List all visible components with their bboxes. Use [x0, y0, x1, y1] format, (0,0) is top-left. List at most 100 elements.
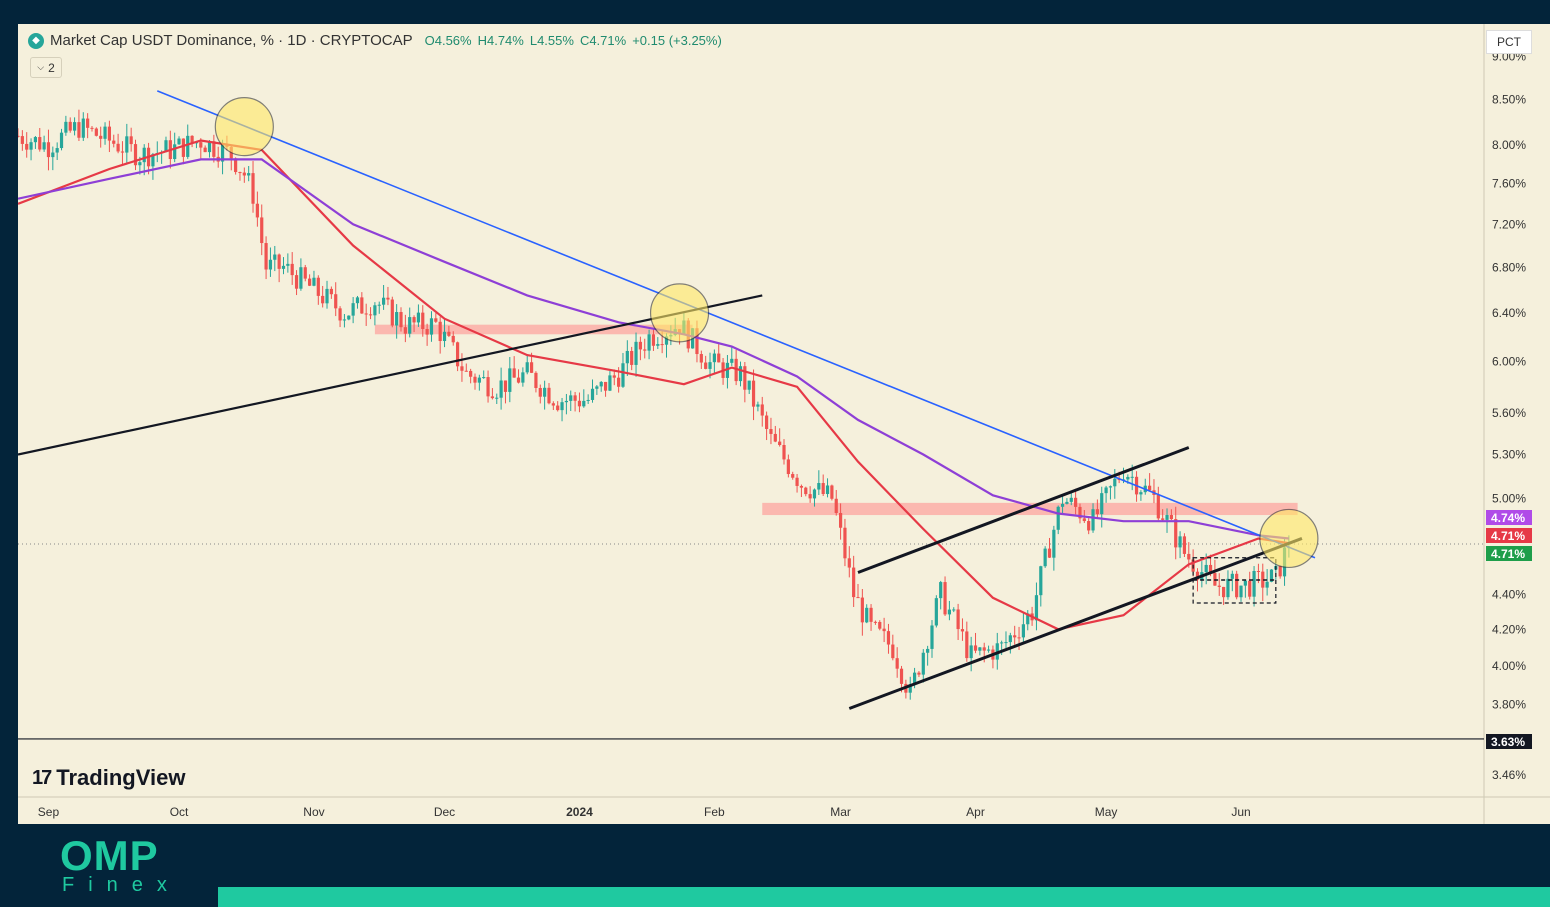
highlight-circle-3: [1259, 508, 1319, 569]
candle-body: [18, 135, 20, 137]
candle-body: [960, 629, 965, 632]
candle-body: [608, 375, 612, 391]
candle-body: [651, 334, 656, 346]
resistance-zone-1: [374, 324, 693, 335]
candle-body: [1100, 493, 1104, 515]
candle-body: [882, 628, 886, 632]
candle-body: [264, 243, 268, 270]
symbol-legend[interactable]: ◆ Market Cap USDT Dominance, % · 1D · CR…: [28, 32, 722, 49]
candle-body: [412, 317, 416, 323]
x-tick-label: Feb: [704, 805, 725, 819]
candle-body: [965, 631, 969, 659]
candle-body: [778, 441, 782, 446]
candle-body: [704, 362, 708, 369]
candle-body: [390, 299, 394, 326]
candle-body: [42, 142, 46, 150]
candle-body: [142, 147, 146, 163]
candle-body: [1047, 548, 1052, 558]
candle-body: [451, 335, 455, 343]
candle-body: [186, 135, 190, 157]
candle-body: [277, 254, 281, 269]
candle-body: [1126, 476, 1130, 480]
candle-body: [738, 366, 743, 382]
y-tick-label: 7.60%: [1492, 177, 1526, 191]
candle-body: [364, 313, 368, 315]
candle-body: [865, 607, 869, 623]
candle-body: [386, 297, 390, 300]
candle-body: [634, 341, 638, 365]
tradingview-logo[interactable]: 17 TradingView: [32, 765, 185, 791]
candle-body: [133, 144, 138, 166]
tether-icon: ◆: [28, 32, 44, 49]
candle-body: [273, 254, 277, 260]
candle-body: [656, 344, 660, 346]
candle-body: [499, 380, 503, 398]
candle-body: [730, 358, 734, 363]
candle-body: [856, 597, 860, 599]
candle-body: [769, 429, 773, 434]
candle-body: [725, 362, 730, 378]
y-tick-label: 8.00%: [1492, 138, 1526, 152]
x-tick-label: Oct: [170, 805, 189, 819]
candle-body: [760, 404, 764, 416]
candle-body: [64, 121, 68, 133]
candle-body: [377, 304, 381, 306]
candle-body: [551, 403, 555, 406]
candle-body: [843, 527, 847, 559]
candle-body: [312, 277, 316, 286]
candle-body: [852, 567, 856, 598]
candle-body: [873, 621, 878, 623]
candle-body: [590, 388, 595, 400]
candle-body: [1056, 506, 1060, 530]
y-tick-label: 5.30%: [1492, 448, 1526, 462]
candle-body: [77, 122, 81, 138]
legend-change: +0.15 (+3.25%): [632, 33, 722, 48]
candle-body: [1165, 515, 1169, 520]
candle-body: [99, 135, 103, 139]
candle-body: [1087, 521, 1091, 531]
candle-body: [120, 151, 125, 153]
candle-body: [638, 341, 642, 350]
candle-body: [1204, 564, 1208, 573]
y-tick-label: 6.40%: [1492, 306, 1526, 320]
candle-body: [464, 370, 468, 372]
chart-area[interactable]: 9.00% 8.50% 8.00% 7.60% 7.20% 6.80% 6.40% 6.00%…: [18, 24, 1550, 824]
candle-body: [1069, 497, 1073, 502]
candle-body: [408, 317, 412, 334]
candle-body: [617, 377, 621, 387]
candle-body: [1130, 476, 1134, 478]
candle-body: [582, 400, 586, 407]
candle-body: [334, 294, 338, 309]
candle-body: [1082, 518, 1086, 522]
candle-body: [212, 141, 216, 157]
price-badge-label: 4.74%: [1491, 511, 1525, 525]
candle-body: [403, 327, 407, 334]
candle-body: [316, 277, 320, 296]
fast-moving-average: [18, 139, 1290, 631]
candle-body: [1235, 573, 1239, 598]
legend-open: O4.56%: [424, 33, 472, 48]
candle-body: [751, 380, 756, 407]
candle-body: [1095, 509, 1099, 515]
candle-body: [1013, 635, 1017, 638]
candle-body: [1043, 548, 1047, 567]
candle-body: [577, 400, 582, 407]
candle-body: [934, 598, 938, 626]
candle-body: [303, 267, 307, 279]
descending-trendline: [156, 90, 1316, 559]
candle-body: [521, 372, 525, 383]
legend-low: L4.55%: [529, 33, 574, 48]
price-badge-label: 4.71%: [1491, 529, 1525, 543]
candle-body: [190, 135, 194, 144]
candle-body: [756, 404, 760, 407]
indicator-collapse-button[interactable]: ⌵ 2: [30, 57, 62, 78]
candle-body: [1034, 595, 1039, 621]
price-badge: [1486, 546, 1532, 561]
candle-body: [125, 136, 129, 153]
price-chart[interactable]: 9.00%8.50%8.00%7.60%7.20%6.80%6.40%6.00%…: [18, 24, 1550, 824]
candle-body: [930, 625, 934, 649]
candle-body: [516, 377, 521, 383]
scale-mode-button[interactable]: PCT: [1486, 30, 1532, 54]
candle-body: [395, 312, 399, 326]
candle-body: [1174, 519, 1178, 548]
